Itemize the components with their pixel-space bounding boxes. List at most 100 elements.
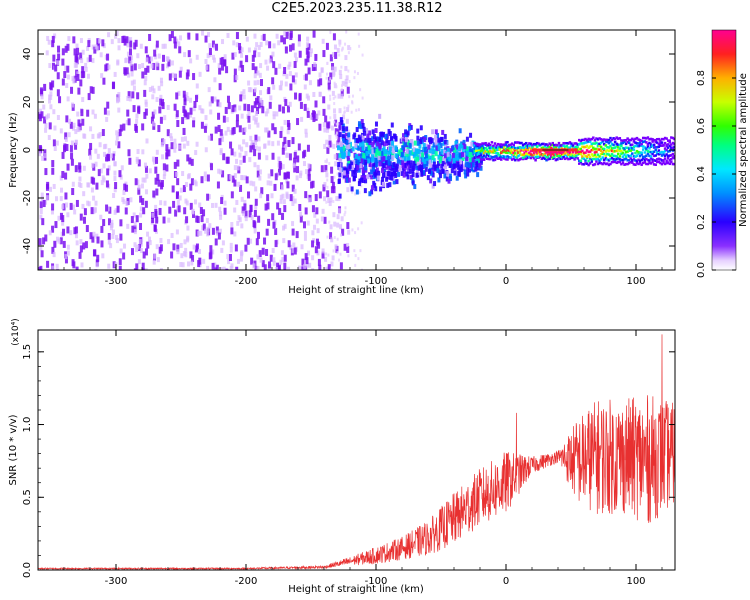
heatmap-cell xyxy=(479,159,483,165)
heatmap-cell xyxy=(663,162,667,166)
heatmap-cell xyxy=(374,172,378,178)
heatmap-cell xyxy=(268,58,272,64)
heatmap-cell xyxy=(637,152,640,155)
heatmap-cell xyxy=(48,98,52,104)
heatmap-cell xyxy=(304,253,308,261)
heatmap-cell xyxy=(95,262,99,268)
heatmap-cell xyxy=(343,213,346,217)
heatmap-cell xyxy=(318,91,322,97)
heatmap-cell xyxy=(506,145,509,148)
heatmap-cell xyxy=(646,162,650,166)
heatmap-cell xyxy=(434,129,438,135)
heatmap-cell xyxy=(621,155,625,158)
heatmap-cell xyxy=(645,137,648,140)
heatmap-cell xyxy=(144,165,148,173)
heatmap-cell xyxy=(279,198,283,204)
heatmap-cell xyxy=(143,177,147,183)
heatmap-cell xyxy=(297,34,301,42)
heatmap-cell xyxy=(638,154,642,158)
snr-frame xyxy=(37,329,676,571)
heatmap-cell xyxy=(125,200,129,206)
heatmap-cell xyxy=(347,45,351,51)
heatmap-cell xyxy=(495,146,498,149)
heatmap-cell xyxy=(567,153,570,157)
heatmap-cell xyxy=(200,215,204,223)
heatmap-cell xyxy=(545,146,548,150)
heatmap-cell xyxy=(405,142,409,148)
heatmap-cell xyxy=(509,156,512,159)
heatmap-cell xyxy=(570,156,573,160)
heatmap-cell xyxy=(518,146,522,149)
heatmap-cell xyxy=(656,145,659,149)
heatmap-cell xyxy=(234,244,238,252)
heatmap-cell xyxy=(118,170,122,178)
heatmap-cell xyxy=(206,265,210,270)
heatmap-cell xyxy=(612,158,615,161)
heatmap-cell xyxy=(152,122,156,130)
heatmap-cell xyxy=(39,208,43,214)
heatmap-cell xyxy=(337,161,341,167)
heatmap-cell xyxy=(341,134,345,140)
heatmap-cell xyxy=(44,127,48,133)
heatmap-cell xyxy=(139,212,143,218)
heatmap-cell xyxy=(601,152,604,156)
heatmap-cell xyxy=(357,257,360,261)
heatmap-cell xyxy=(59,196,63,202)
heatmap-cell xyxy=(651,150,654,154)
heatmap-cell xyxy=(161,43,165,49)
heatmap-cell xyxy=(61,220,65,226)
heatmap-cell xyxy=(343,243,347,251)
heatmap-cell xyxy=(631,159,634,162)
heatmap-cell xyxy=(654,138,657,142)
heatmap-cell xyxy=(119,219,123,227)
heatmap-cell xyxy=(629,157,632,160)
heatmap-cell xyxy=(507,147,511,150)
heatmap-cell xyxy=(317,79,321,87)
heatmap-cell xyxy=(61,151,65,159)
heatmap-cell xyxy=(455,151,459,157)
heatmap-cell xyxy=(136,148,140,154)
heatmap-cell xyxy=(180,136,184,142)
colorbar-tick-label: 0.4 xyxy=(696,166,707,182)
heatmap-cell xyxy=(599,158,603,161)
heatmap-cell xyxy=(496,148,500,151)
heatmap-cell xyxy=(165,164,169,172)
heatmap-cell xyxy=(91,86,95,94)
heatmap-cell xyxy=(74,129,78,135)
heatmap-cell xyxy=(266,202,270,210)
heatmap-cell xyxy=(364,178,368,184)
heatmap-cell xyxy=(635,161,639,165)
heatmap-cell xyxy=(127,72,131,78)
heatmap-cell xyxy=(281,147,285,155)
heatmap-cell xyxy=(45,50,49,56)
heatmap-cell xyxy=(151,94,155,100)
heatmap-cell xyxy=(306,220,310,226)
heatmap-cell xyxy=(641,157,645,160)
heatmap-cell xyxy=(325,76,328,80)
heatmap-cell xyxy=(590,148,593,152)
heatmap-cell xyxy=(584,137,587,141)
heatmap-cell xyxy=(627,141,631,145)
heatmap-cell xyxy=(242,139,246,145)
heatmap-cell xyxy=(408,125,412,131)
colorbar-ticks: 0.00.20.40.60.8 xyxy=(696,70,736,278)
heatmap-cell xyxy=(160,180,164,188)
heatmap-cell xyxy=(342,130,346,136)
heatmap-cell xyxy=(178,70,182,78)
heatmap-cell xyxy=(296,166,300,174)
heatmap-cell xyxy=(348,95,351,99)
heatmap-cell xyxy=(312,92,316,98)
heatmap-cell xyxy=(479,151,483,155)
heatmap-cell xyxy=(141,71,145,79)
heatmap-cell xyxy=(189,202,193,210)
heatmap-cell xyxy=(459,143,463,149)
heatmap-cell xyxy=(182,90,186,98)
heatmap-cell xyxy=(243,199,247,205)
heatmap-cell xyxy=(154,166,158,174)
heatmap-cell xyxy=(89,126,93,132)
heatmap-cell xyxy=(542,146,545,149)
heatmap-cell xyxy=(627,155,631,158)
heatmap-cell xyxy=(151,212,155,218)
heatmap-cell xyxy=(620,144,623,147)
heatmap-cell xyxy=(353,70,356,74)
